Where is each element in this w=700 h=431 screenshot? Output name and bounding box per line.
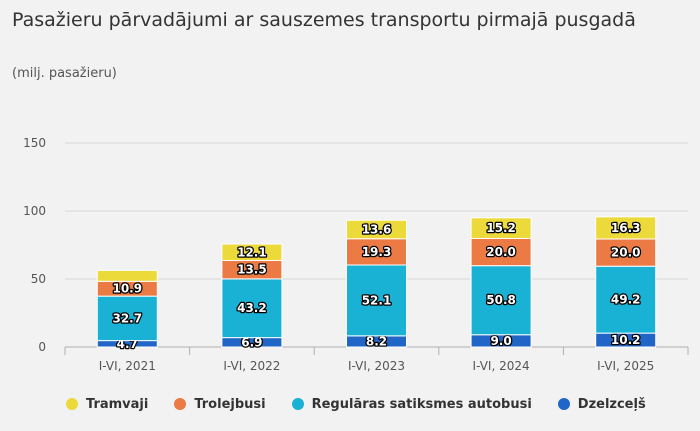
y-tick-label: 100 bbox=[23, 204, 46, 218]
bar-segment bbox=[96, 269, 158, 282]
legend-marker bbox=[66, 398, 78, 410]
bar-segment bbox=[595, 238, 657, 267]
bar-segment bbox=[470, 265, 532, 336]
data-label: 20.0 bbox=[486, 245, 516, 259]
data-label: 20.0 bbox=[611, 246, 641, 260]
x-tick-label: I-VI, 2022 bbox=[223, 359, 280, 373]
data-label: 49.2 bbox=[611, 293, 641, 307]
y-tick-label: 50 bbox=[31, 272, 46, 286]
chart-legend: Tramvaji Trolejbusi Regulāras satiksmes au… bbox=[66, 394, 672, 414]
data-label: 50.8 bbox=[486, 293, 516, 307]
x-tick-label: I-VI, 2023 bbox=[348, 359, 405, 373]
x-tick-label: I-VI, 2024 bbox=[473, 359, 530, 373]
data-label: 10.9 bbox=[112, 282, 142, 296]
bar-segment bbox=[221, 278, 283, 339]
y-tick-label: 150 bbox=[23, 136, 46, 150]
bar-segment bbox=[346, 238, 407, 266]
legend-label: Trolejbusi bbox=[194, 396, 266, 412]
bar-segment bbox=[595, 216, 657, 240]
legend-item[interactable]: Trolejbusi bbox=[174, 396, 266, 412]
legend-item[interactable]: Tramvaji bbox=[66, 397, 148, 412]
legend-marker bbox=[291, 398, 304, 410]
data-label: 12.1 bbox=[237, 245, 267, 259]
data-label: 43.2 bbox=[237, 301, 267, 315]
bar-segment bbox=[470, 237, 532, 267]
data-label: 6.9 bbox=[241, 335, 262, 349]
x-tick-label: I-VI, 2025 bbox=[597, 359, 654, 373]
bar-segment bbox=[595, 265, 657, 334]
bar-segment bbox=[470, 217, 532, 239]
bar-segment bbox=[346, 264, 407, 337]
legend-marker bbox=[174, 398, 187, 410]
y-tick-label: 0 bbox=[38, 340, 46, 354]
data-label: 9.0 bbox=[490, 334, 511, 348]
data-label: 8.2 bbox=[366, 334, 387, 348]
legend-label: Dzelzceļš bbox=[577, 396, 646, 412]
chart-title: Pasažieru pārvadājumi ar sauszemes trans… bbox=[12, 9, 636, 31]
legend-item[interactable]: Dzelzceļš bbox=[557, 396, 646, 412]
data-label: 13.6 bbox=[362, 222, 392, 236]
data-label: 32.7 bbox=[112, 311, 142, 325]
data-label: 10.2 bbox=[611, 333, 641, 347]
bar-segment bbox=[221, 243, 283, 262]
legend-label: Tramvaji bbox=[86, 396, 149, 412]
legend-item[interactable]: Regulāras satiksmes autobusi bbox=[291, 396, 532, 412]
legend-label: Regulāras satiksmes autobusi bbox=[311, 396, 532, 412]
legend-marker bbox=[557, 398, 570, 410]
data-label: 16.3 bbox=[611, 221, 641, 235]
bar-segment bbox=[96, 295, 158, 342]
data-label: 52.1 bbox=[362, 293, 392, 307]
x-tick-label: I-VI, 2021 bbox=[99, 359, 156, 373]
chart-subtitle: (milj. pasažieru) bbox=[12, 66, 117, 81]
bar-segment bbox=[346, 219, 407, 240]
data-label: 15.2 bbox=[486, 221, 516, 235]
data-label: 13.5 bbox=[237, 263, 267, 277]
data-label: 19.3 bbox=[362, 245, 392, 259]
